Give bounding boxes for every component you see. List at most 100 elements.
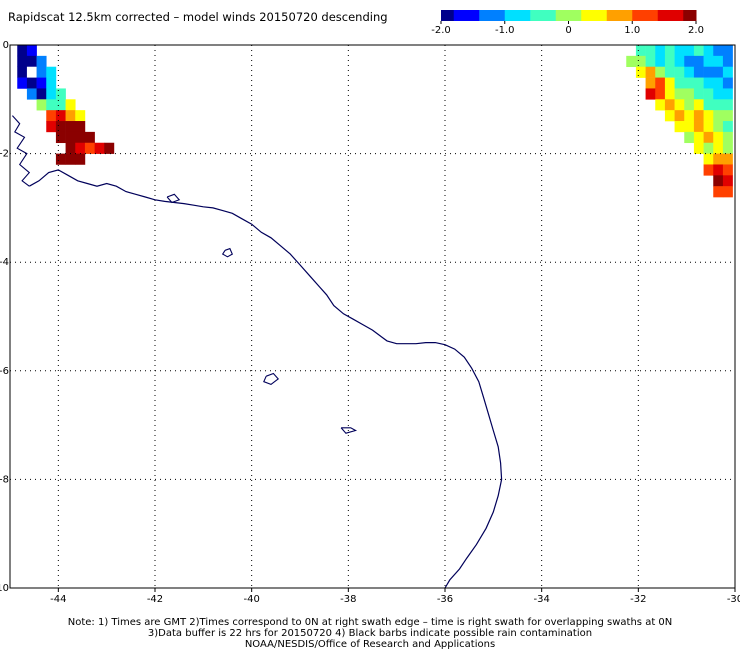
x-tick-label: -44 [50, 594, 66, 605]
wind-cell [713, 186, 724, 198]
wind-cell [722, 99, 733, 111]
wind-cell [722, 153, 733, 165]
colorbar-cell [549, 10, 557, 21]
colorbar-cell [453, 10, 461, 21]
note-line-1: Note: 1) Times are GMT 2)Times correspon… [67, 617, 673, 628]
wind-cell [36, 88, 47, 100]
wind-cell [46, 88, 57, 100]
colorbar-cell [581, 10, 589, 21]
colorbar-cell [460, 10, 467, 21]
wind-cell [693, 88, 704, 100]
wind-cell [713, 175, 724, 187]
colorbar-cell [555, 10, 563, 21]
wind-cell [55, 131, 66, 144]
wind-cell [684, 66, 695, 78]
colorbar-cell [562, 10, 569, 21]
wind-cell [17, 66, 28, 78]
colorbar-tick-label: -1.0 [495, 25, 515, 36]
wind-cell [684, 110, 695, 122]
y-tick-label: -4 [0, 257, 9, 268]
wind-cell [46, 121, 57, 133]
colorbar-cell [587, 10, 595, 21]
colorbar-cell [619, 10, 627, 21]
island [263, 372, 280, 386]
wind-cell [684, 45, 695, 57]
wind-cell [674, 66, 685, 78]
colorbar-cell [536, 10, 544, 21]
wind-cell [75, 110, 86, 122]
map-title: Rapidscat 12.5km corrected – model winds… [8, 10, 388, 24]
colorbar-cell [664, 10, 671, 21]
wind-cell [722, 131, 733, 144]
wind-cell [713, 164, 724, 176]
colorbar: -2.0 -1.0 0 1.0 2.0 [431, 10, 704, 36]
wind-cell [722, 77, 733, 89]
wind-cell [722, 45, 733, 57]
wind-cell [84, 142, 95, 154]
wind-cell [65, 153, 76, 165]
wind-cell [664, 110, 675, 122]
wind-cell [65, 131, 76, 144]
wind-cell [674, 77, 685, 89]
wind-cell [75, 153, 86, 165]
wind-cell [655, 66, 666, 78]
wind-cell [693, 45, 704, 57]
y-tick-label: -2 [0, 149, 9, 160]
colorbar-cell [676, 10, 684, 21]
wind-cell [36, 55, 47, 68]
wind-cell [684, 88, 695, 100]
wind-cell [703, 55, 714, 68]
wind-cell [693, 66, 704, 78]
wind-cell [713, 142, 724, 154]
wind-cell [713, 66, 724, 78]
colorbar-cell [472, 10, 480, 21]
wind-cell [664, 77, 675, 89]
wind-cell [693, 110, 704, 122]
wind-cell [94, 142, 105, 154]
wind-cell [55, 121, 66, 133]
wind-cell [645, 88, 656, 100]
wind-cell [722, 175, 733, 187]
wind-cell [674, 45, 685, 57]
wind-cell [645, 77, 656, 89]
wind-cell [684, 121, 695, 133]
wind-cell [713, 45, 724, 57]
wind-cell [722, 164, 733, 176]
colorbar-cell [485, 10, 493, 21]
x-tick-label: -32 [630, 594, 646, 605]
wind-cell [664, 66, 675, 78]
coastline-northwest [11, 115, 31, 187]
colorbar-cell [441, 10, 448, 21]
wind-cell [645, 55, 656, 68]
colorbar-cell [523, 10, 531, 21]
wind-cell [26, 88, 37, 100]
colorbar-cell [657, 10, 665, 21]
wind-cell [655, 99, 666, 111]
wind-cell [674, 99, 685, 111]
wind-cell [713, 131, 724, 144]
colorbar-cell [498, 10, 506, 21]
wind-cell [655, 45, 666, 57]
wind-cell [703, 99, 714, 111]
colorbar-cell [574, 10, 582, 21]
coastline [29, 169, 503, 589]
wind-cell [104, 142, 115, 154]
wind-cell [36, 99, 47, 111]
colorbar-cell [689, 10, 697, 21]
wind-cell [684, 131, 695, 144]
x-tick-label: -38 [340, 594, 356, 605]
wind-cell [693, 142, 704, 154]
colorbar-tick-label: 1.0 [624, 25, 640, 36]
wind-cell [55, 88, 66, 100]
note-line-3: NOAA/NESDIS/Office of Research and Appli… [244, 639, 496, 650]
wind-cell [722, 121, 733, 133]
wind-cell [684, 77, 695, 89]
wind-cell [713, 110, 724, 122]
x-tick-label: -34 [533, 594, 549, 605]
wind-cell [664, 99, 675, 111]
x-tick-label: -40 [243, 594, 259, 605]
wind-cell [75, 121, 86, 133]
wind-cell [645, 66, 656, 78]
colorbar-cell [504, 10, 512, 21]
wind-cell [55, 99, 66, 111]
